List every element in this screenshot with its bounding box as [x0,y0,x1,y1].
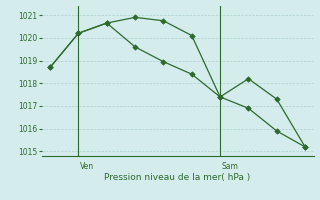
X-axis label: Pression niveau de la mer( hPa ): Pression niveau de la mer( hPa ) [104,173,251,182]
Text: Sam: Sam [221,162,238,171]
Text: Ven: Ven [80,162,94,171]
